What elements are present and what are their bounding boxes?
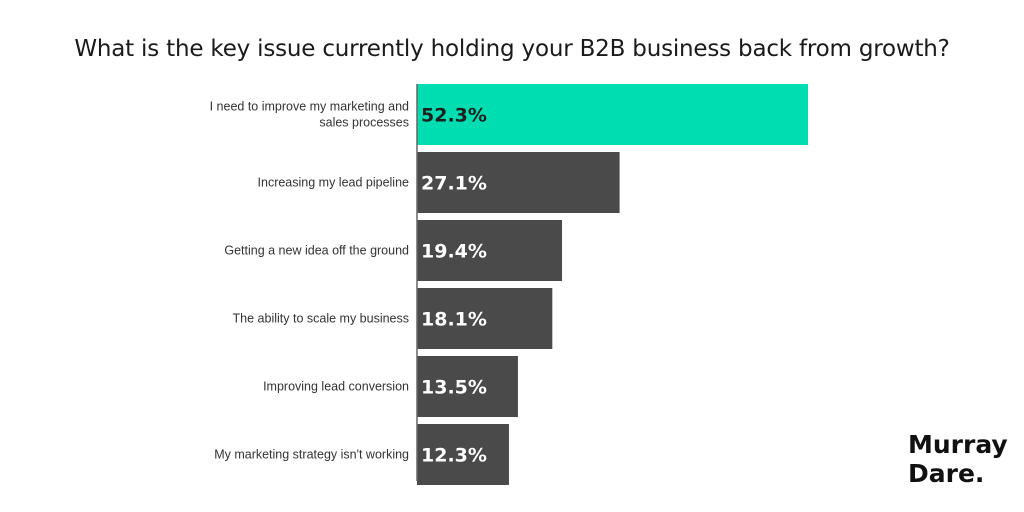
bar-5 <box>417 356 518 417</box>
category-label: The ability to scale my business <box>233 312 409 326</box>
category-label: Improving lead conversion <box>263 380 409 394</box>
value-label: 18.1% <box>421 309 487 331</box>
brand-logo: Murray Dare. <box>908 430 1008 488</box>
value-label: 19.4% <box>421 241 487 263</box>
chart-title: What is the key issue currently holding … <box>74 36 950 62</box>
value-label: 12.3% <box>421 445 487 467</box>
brand-logo-line1: Murray <box>908 430 1008 459</box>
brand-logo-line2: Dare. <box>908 459 985 488</box>
bar-2 <box>417 152 620 213</box>
bar-6 <box>417 424 509 485</box>
bar-4 <box>417 288 553 349</box>
bar-1 <box>417 84 808 145</box>
value-label: 27.1% <box>421 173 487 195</box>
category-label: I need to improve my marketing and sales … <box>210 100 409 130</box>
value-label: 13.5% <box>421 377 487 399</box>
category-label: Getting a new idea off the ground <box>224 244 409 258</box>
category-label: My marketing strategy isn't working <box>214 448 409 462</box>
bar-3 <box>417 220 563 281</box>
value-label: 52.3% <box>421 105 487 127</box>
category-label: Increasing my lead pipeline <box>258 176 410 190</box>
